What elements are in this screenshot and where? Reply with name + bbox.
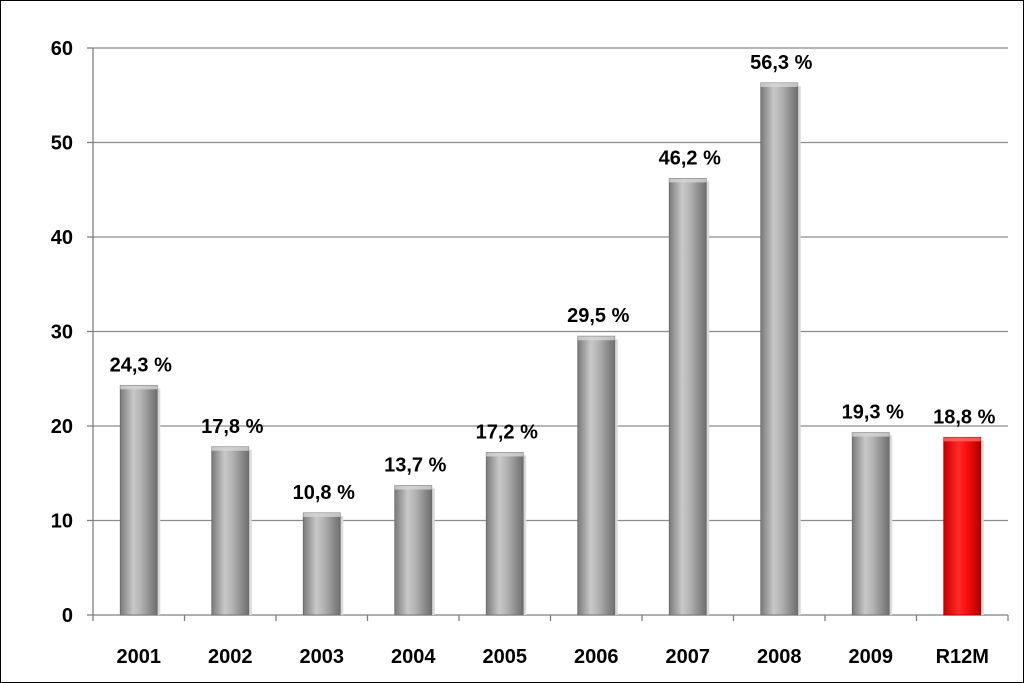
bar-cap (577, 336, 615, 341)
x-tick-label: 2009 (849, 646, 894, 668)
data-label: 56,3 % (750, 52, 812, 74)
bar-2003 (302, 512, 341, 616)
y-tick-label: 30 (51, 322, 73, 344)
x-tick-label: 2001 (117, 646, 162, 668)
bars (119, 82, 984, 616)
x-tick-label: 2006 (574, 646, 619, 668)
y-tick-label: 60 (51, 38, 73, 60)
x-tick-label: 2003 (300, 646, 345, 668)
x-tick-label: 2002 (208, 646, 253, 668)
bar-cap (943, 437, 981, 442)
data-labels: 24,3 % 17,8 % 10,8 % 13,7 % 17,2 % 29,5 % 46,2… (110, 52, 996, 504)
bar-2009 (851, 432, 890, 616)
x-tick-label: 2005 (483, 646, 528, 668)
bar-R12M (943, 436, 982, 616)
bar-2002 (211, 446, 250, 616)
data-label: 46,2 % (659, 147, 721, 169)
bar-2006 (577, 335, 616, 616)
bar-cap (852, 432, 890, 437)
x-tick-label: 2004 (391, 646, 436, 668)
y-tick-label: 50 (51, 133, 73, 155)
bar-cap (486, 452, 524, 457)
data-label: 17,2 % (476, 421, 538, 443)
y-tick-label: 10 (51, 511, 73, 533)
bar-cap (120, 385, 158, 390)
bar-2004 (394, 485, 433, 616)
y-tick-labels: 0 10 20 30 40 50 60 (51, 38, 73, 627)
bar-cap (760, 82, 798, 87)
y-tick-label: 20 (51, 416, 73, 438)
x-tick-label: 2007 (666, 646, 711, 668)
bar-2008 (760, 82, 799, 616)
data-label: 17,8 % (201, 416, 263, 438)
data-label: 18,8 % (933, 406, 995, 428)
bar-cap (394, 485, 432, 490)
data-label: 10,8 % (293, 482, 355, 504)
x-tick-labels: 2001 2002 2003 2004 2005 2006 2007 2008 2009 R12M (117, 646, 989, 668)
y-tick-label: 0 (62, 605, 73, 627)
x-tick-label: 2008 (757, 646, 802, 668)
data-label: 19,3 % (842, 402, 904, 424)
bar-cap (669, 178, 707, 183)
data-label: 24,3 % (110, 354, 172, 376)
bar-cap (211, 446, 249, 451)
bar-2007 (668, 178, 707, 616)
x-tick-label: R12M (936, 646, 989, 668)
bar-2005 (485, 452, 524, 616)
data-label: 29,5 % (567, 305, 629, 327)
bar-cap (303, 512, 341, 517)
bar-2001 (119, 384, 158, 616)
y-tick-label: 40 (51, 227, 73, 249)
data-label: 13,7 % (384, 455, 446, 477)
